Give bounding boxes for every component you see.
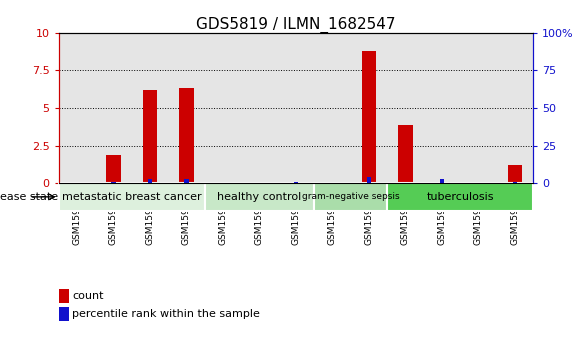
- Bar: [460, 33, 497, 183]
- Bar: [241, 33, 278, 183]
- Bar: [367, 177, 371, 183]
- Bar: [59, 183, 205, 211]
- Bar: [398, 125, 413, 183]
- Bar: [184, 179, 189, 183]
- Text: metastatic breast cancer: metastatic breast cancer: [62, 192, 202, 202]
- Bar: [497, 33, 533, 183]
- Bar: [387, 33, 424, 183]
- Bar: [424, 33, 460, 183]
- Bar: [278, 33, 314, 183]
- Bar: [362, 51, 376, 183]
- Bar: [205, 183, 314, 211]
- Bar: [507, 165, 522, 183]
- Bar: [95, 33, 132, 183]
- Bar: [106, 155, 121, 183]
- Bar: [205, 33, 241, 183]
- Bar: [387, 183, 533, 211]
- Bar: [350, 33, 387, 183]
- Bar: [513, 182, 517, 183]
- Text: percentile rank within the sample: percentile rank within the sample: [72, 309, 260, 319]
- Bar: [111, 182, 115, 183]
- Bar: [132, 33, 168, 183]
- Text: tuberculosis: tuberculosis: [427, 192, 494, 202]
- Text: count: count: [72, 291, 104, 301]
- Bar: [59, 33, 95, 183]
- Bar: [314, 183, 387, 211]
- Text: healthy control: healthy control: [217, 192, 302, 202]
- Bar: [142, 90, 157, 183]
- Text: gram-negative sepsis: gram-negative sepsis: [302, 192, 400, 201]
- Bar: [314, 33, 350, 183]
- Bar: [168, 33, 205, 183]
- Text: disease state: disease state: [0, 192, 59, 202]
- Bar: [148, 179, 152, 183]
- Title: GDS5819 / ILMN_1682547: GDS5819 / ILMN_1682547: [196, 16, 396, 33]
- Bar: [440, 179, 444, 183]
- Bar: [179, 88, 194, 183]
